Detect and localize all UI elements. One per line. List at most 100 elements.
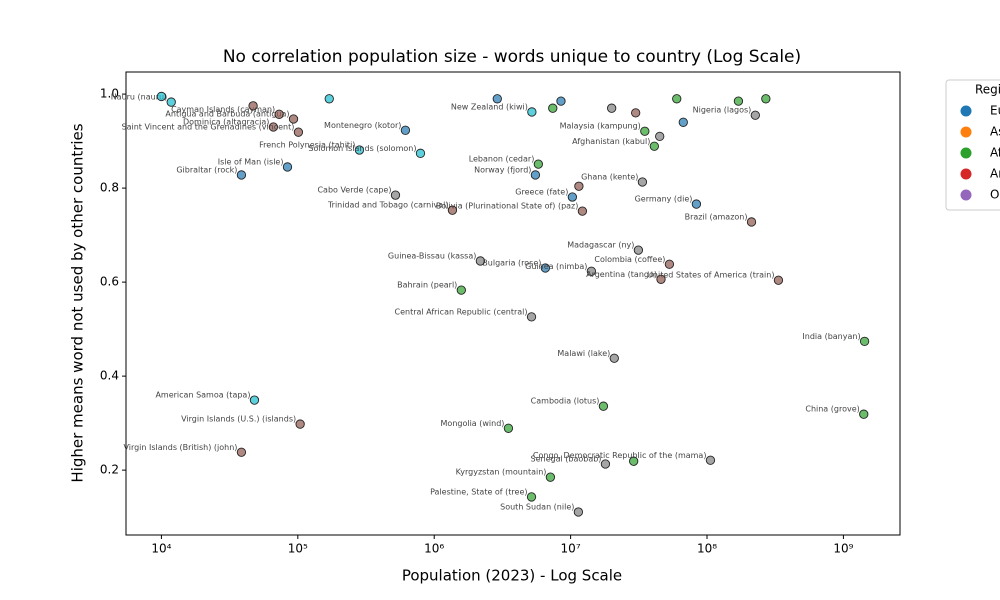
point: [640, 126, 650, 136]
point-label: New Zealand (kiwi): [451, 102, 528, 111]
point: [705, 455, 716, 465]
point: [574, 181, 584, 191]
chart-title: No correlation population size - words u…: [223, 47, 801, 67]
point: [598, 401, 609, 411]
y-tick-label: 0.6: [100, 275, 119, 289]
point: [656, 274, 666, 284]
point: [586, 266, 597, 276]
point-label: Bolivia (Plurinational State of) (paz): [436, 202, 578, 211]
point-label: Cabo Verde (cape): [317, 186, 391, 195]
point-label: India (banyan): [802, 332, 860, 341]
point: [672, 94, 682, 104]
point: [282, 162, 293, 172]
point-label: Brazil (amazon): [685, 212, 748, 221]
point: [533, 159, 543, 169]
point: [249, 395, 260, 405]
point-label: Gibraltar (rock): [176, 165, 237, 174]
point: [761, 94, 771, 104]
point: [274, 109, 284, 119]
point-label: Greece (fate): [515, 188, 568, 197]
point: [629, 456, 639, 466]
x-tick-label: 10⁹: [833, 542, 853, 556]
point: [288, 114, 299, 124]
point: [631, 108, 641, 118]
point: [503, 423, 514, 433]
point: [750, 110, 760, 120]
y-tick-label: 0.4: [100, 369, 119, 383]
point: [492, 94, 502, 104]
y-tick-label: 0.8: [100, 181, 119, 195]
point: [324, 94, 334, 104]
point-label: Nauru (nauru): [111, 93, 168, 102]
point-label: American Samoa (tapa): [155, 391, 250, 400]
legend-title: Region: [975, 83, 1000, 97]
x-tick-label: 10⁶: [424, 542, 444, 556]
point-label: Saint Vincent and the Grenadines (vincen…: [122, 123, 295, 132]
point-label: French Polynesia (tahiti): [259, 141, 355, 150]
x-tick-label: 10⁴: [151, 542, 171, 556]
point: [664, 259, 675, 269]
point: [527, 107, 537, 117]
point-label: Solomon Islands (solomon): [308, 144, 416, 153]
y-tick-label: 1.0: [100, 87, 119, 101]
point: [573, 507, 584, 517]
legend-marker: [960, 126, 972, 138]
y-axis-label: Higher means word not used by other coun…: [69, 123, 87, 482]
legend-label: Asia: [990, 125, 1000, 139]
plot-frame: [125, 71, 901, 536]
point-label: Virgin Islands (U.S.) (islands): [181, 415, 296, 424]
point: [577, 206, 588, 216]
point-label: Germany (die): [635, 195, 693, 204]
x-tick-label: 10⁵: [288, 542, 308, 556]
point-label: South Sudan (nile): [500, 502, 574, 511]
point: [248, 101, 258, 111]
point: [607, 103, 617, 113]
point-label: Nigeria (lagos): [693, 106, 752, 115]
point: [655, 131, 665, 142]
point: [773, 275, 784, 285]
point: [293, 127, 304, 137]
point-label: Lebanon (cedar): [469, 155, 535, 164]
point: [609, 353, 619, 363]
point-label: Senegal (baobab): [531, 455, 602, 464]
point: [456, 285, 466, 295]
point-label: Mongolia (wind): [441, 419, 505, 428]
legend-label: Americas: [990, 167, 1000, 181]
point-label: Bahrain (pearl): [397, 281, 457, 290]
point-label: Madagascar (ny): [567, 241, 634, 250]
point-label: Trinidad and Tobago (carnival): [327, 201, 448, 210]
x-tick-label: 10⁸: [697, 542, 717, 556]
point-label: Malawi (lake): [557, 349, 610, 358]
point: [556, 96, 566, 106]
legend-marker: [960, 189, 972, 201]
point: [859, 409, 869, 419]
point: [746, 217, 757, 227]
point: [649, 141, 659, 151]
point: [400, 125, 411, 135]
point: [415, 148, 426, 158]
point: [600, 459, 611, 469]
point: [166, 97, 176, 107]
point-label: Central African Republic (central): [394, 307, 527, 316]
point: [859, 336, 870, 346]
legend-label: Europe: [990, 104, 1000, 118]
point: [530, 170, 541, 180]
point-label: Kyrgyzstan (mountain): [456, 468, 547, 477]
point: [354, 145, 365, 155]
point-label: Montenegro (kotor): [324, 121, 401, 130]
point-label: Malaysia (kampung): [560, 122, 641, 131]
point: [268, 122, 279, 132]
point-label: Ghana (kente): [581, 172, 638, 181]
point-label: Congo, Democratic Republic of the (mama): [533, 451, 707, 460]
point: [447, 205, 458, 215]
y-tick-label: 0.2: [100, 463, 119, 477]
x-axis-label: Population (2023) - Log Scale: [402, 567, 622, 585]
point-label: Antigua and Barbuda (antigua): [165, 110, 289, 119]
point-label: Palestine, State of (tree): [430, 487, 527, 496]
point: [526, 312, 537, 322]
point: [236, 170, 247, 180]
legend-label: Africa: [990, 146, 1000, 160]
legend-marker: [960, 168, 972, 180]
point: [691, 199, 702, 209]
